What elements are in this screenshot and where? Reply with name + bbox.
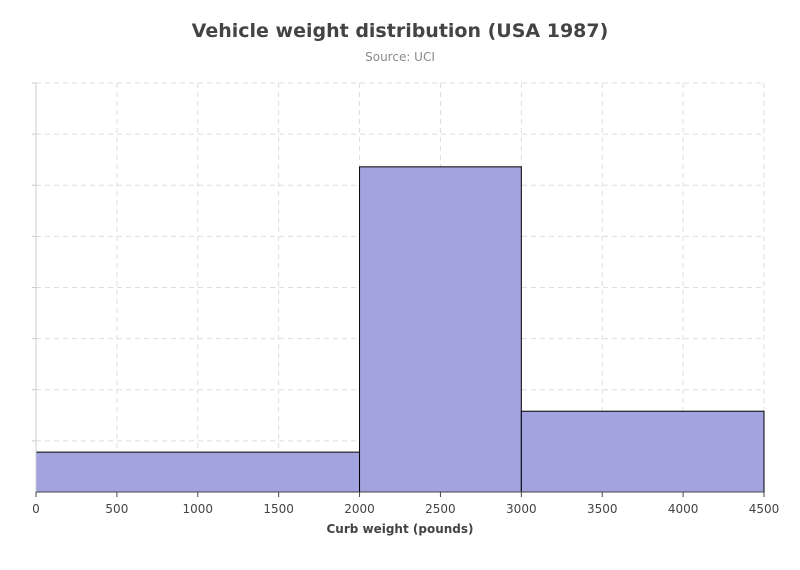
chart-subtitle: Source: UCI [365,50,435,64]
histogram-bar [359,166,522,493]
x-tick-label: 3000 [506,502,537,516]
chart-title: Vehicle weight distribution (USA 1987) [191,20,609,42]
x-tick-label: 4500 [749,502,780,516]
x-tick-label: 3500 [587,502,618,516]
histogram-bar [35,451,361,493]
axes: 0 500 1000 1500 2000 2500 3000 3500 4000 4500 [32,82,780,516]
histogram-bar [520,410,765,493]
x-tick-label: 4000 [668,502,699,516]
x-tick-label: 0 [32,502,40,516]
x-tick-label: 500 [105,502,128,516]
x-tick-label: 2000 [344,502,375,516]
histogram-bars [35,166,765,493]
x-axis-title: Curb weight (pounds) [326,522,473,536]
x-tick-label: 2500 [425,502,456,516]
x-tick-label: 1000 [183,502,214,516]
x-tick-label: 1500 [263,502,294,516]
